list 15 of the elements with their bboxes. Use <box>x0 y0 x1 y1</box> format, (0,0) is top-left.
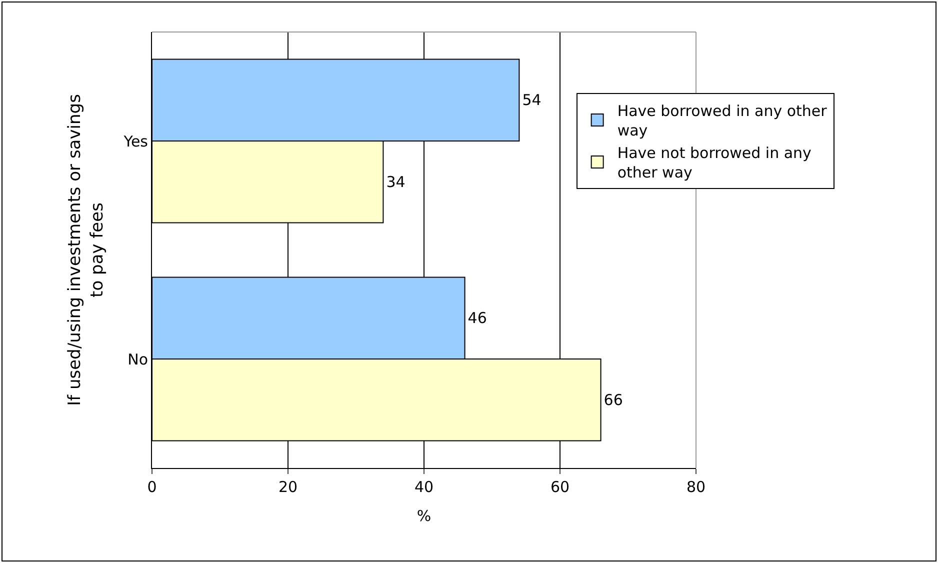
data-label: 34 <box>386 172 406 191</box>
legend-label: Have borrowed in any other way <box>617 102 828 140</box>
x-tick-label: 60 <box>550 478 570 496</box>
legend-label: Have not borrowed in any other way <box>617 144 812 182</box>
x-axis-title: % <box>416 507 432 525</box>
y-tick-label: No <box>128 350 148 368</box>
data-label: 46 <box>468 309 487 328</box>
y-axis-title: If used/using investments or savings to pay fees <box>65 94 108 406</box>
y-tick-label: Yes <box>122 132 148 150</box>
data-label: 66 <box>604 390 623 409</box>
x-tick-label: 40 <box>414 478 434 496</box>
x-tick-label: 80 <box>686 478 706 496</box>
x-tick-label: 0 <box>147 478 157 496</box>
x-tick-label: 20 <box>278 478 298 496</box>
data-label: 54 <box>522 91 542 110</box>
